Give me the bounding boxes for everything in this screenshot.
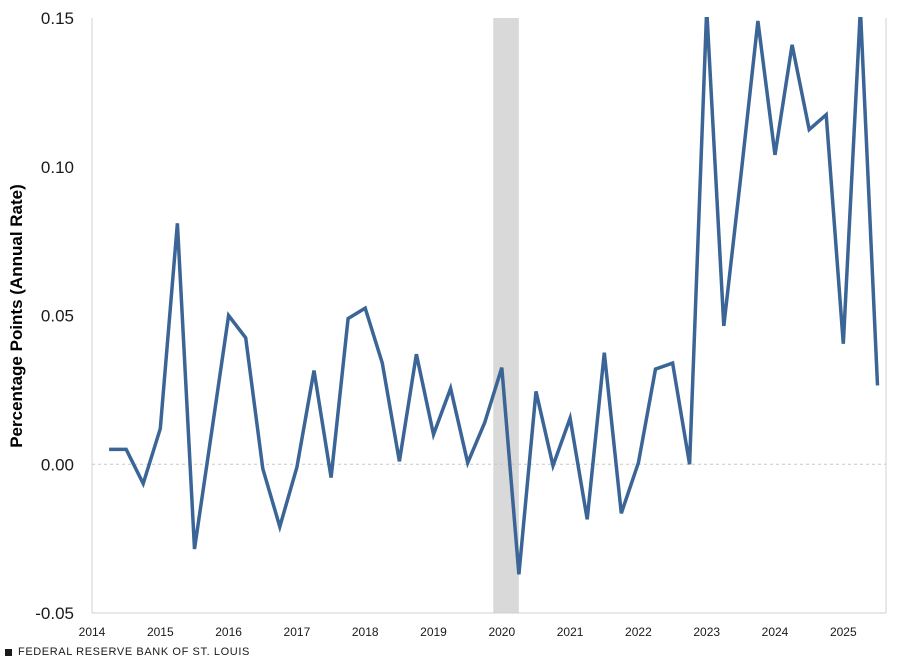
x-tick-label: 2024 xyxy=(762,625,789,639)
x-tick-label: 2014 xyxy=(79,625,106,639)
plot-frame xyxy=(91,18,887,614)
footer: FEDERAL RESERVE BANK OF ST. LOUIS xyxy=(5,646,250,658)
series-layer xyxy=(109,17,880,575)
x-tick-label: 2017 xyxy=(284,625,311,639)
y-tick-label: 0.15 xyxy=(41,9,74,28)
y-tick-label: -0.05 xyxy=(35,604,74,623)
x-tick-label: 2025 xyxy=(830,625,857,639)
x-tick-label: 2020 xyxy=(488,625,515,639)
x-tick-label: 2015 xyxy=(147,625,174,639)
source-label: FEDERAL RESERVE BANK OF ST. LOUIS xyxy=(18,646,250,658)
x-tick-label: 2016 xyxy=(215,625,242,639)
x-tick-label: 2023 xyxy=(693,625,720,639)
y-tick-label: 0.10 xyxy=(41,158,74,177)
y-tick-labels: 0.15 0.10 0.05 0.00 -0.05 xyxy=(35,9,74,623)
y-tick-label: 0.00 xyxy=(41,455,74,474)
line-chart: 0.150.100.050.00-0.05 2014 2015 2016 2017 20… xyxy=(7,9,887,639)
y-axis-label: Percentage Points (Annual Rate) xyxy=(7,184,26,448)
x-tick-label: 2018 xyxy=(352,625,379,639)
x-tick-label: 2021 xyxy=(557,625,584,639)
y-tick-label: 0.05 xyxy=(41,307,74,326)
series-line xyxy=(109,17,880,575)
x-tick-label: 2022 xyxy=(625,625,652,639)
square-icon xyxy=(5,648,12,656)
x-tick-label: 2019 xyxy=(420,625,447,639)
x-tick-labels: 2014 2015 2016 2017 2018 2019 2020 2021 2022 2023… xyxy=(79,625,857,639)
